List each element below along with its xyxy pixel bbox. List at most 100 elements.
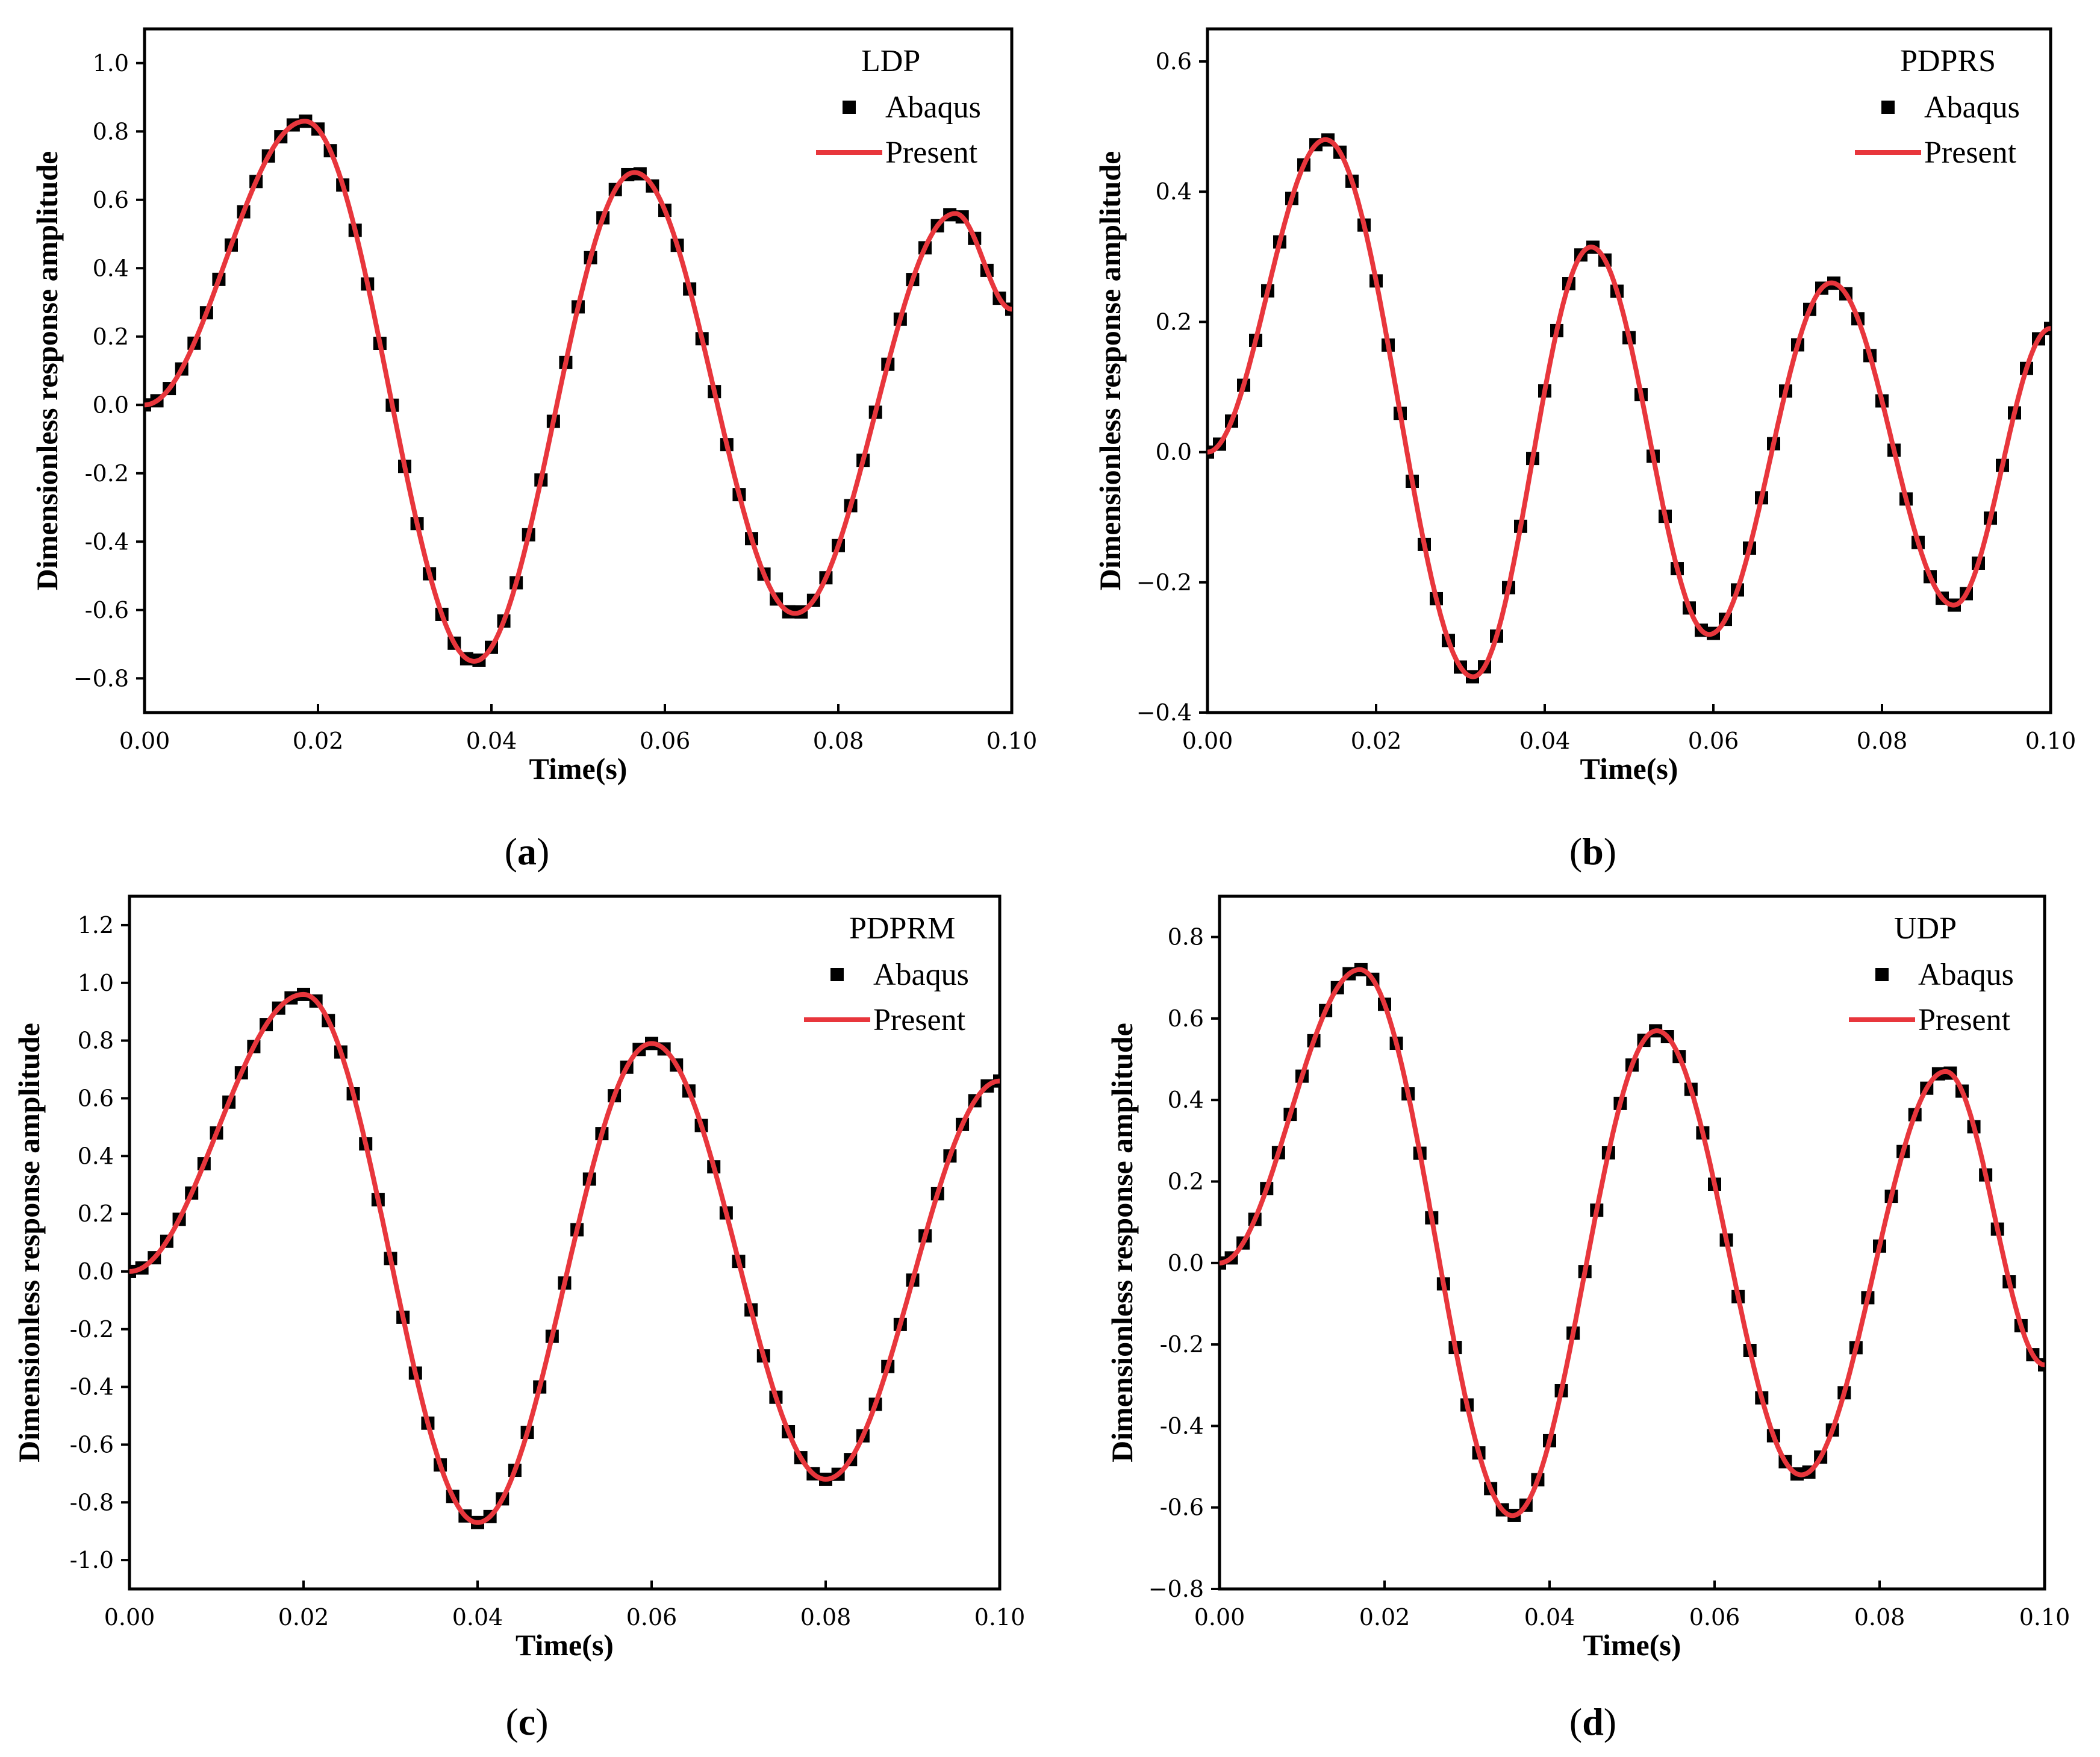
y-tick-label: 0.2: [78, 1200, 114, 1227]
series-abaqus-markers: [1207, 133, 2051, 684]
y-tick-label: 0.8: [1168, 924, 1204, 950]
y-tick-label: −0.2: [1136, 569, 1192, 596]
x-tick-label: 0.02: [1351, 728, 1402, 754]
y-axis-label: Dimensionless response amplitude: [1093, 151, 1127, 591]
y-tick-label: 0.4: [1156, 178, 1192, 205]
y-tick-label: 0.2: [1156, 308, 1192, 335]
x-tick-label: 0.00: [104, 1604, 155, 1631]
x-tick-label: 0.00: [1194, 1604, 1245, 1631]
legend-title: PDPRM: [849, 911, 955, 946]
y-tick-label: 0.0: [78, 1258, 114, 1285]
y-axis-label: Dimensionless response amplitude: [12, 1023, 46, 1462]
x-tick-label: 0.10: [2025, 728, 2077, 754]
y-tick-label: -0.6: [85, 597, 129, 623]
x-tick-label: 0.06: [640, 728, 691, 754]
plot-frame: [143, 27, 1014, 714]
y-tick-label: 1.2: [78, 912, 114, 938]
x-tick-label: 0.06: [1688, 728, 1739, 754]
legend-abaqus-marker: [1875, 968, 1889, 981]
x-axis-label: Time(s): [1583, 1628, 1681, 1662]
y-tick-label: 0.6: [1168, 1005, 1204, 1032]
caption-letter: d: [1582, 1700, 1604, 1743]
legend-present-label: Present: [873, 1003, 966, 1037]
x-tick-label: 0.08: [1854, 1604, 1905, 1631]
y-tick-label: 0.4: [1168, 1087, 1204, 1113]
x-tick-label: 0.00: [119, 728, 170, 754]
y-tick-label: -0.6: [1160, 1494, 1204, 1521]
panel-caption: (c): [505, 1700, 548, 1743]
series-abaqus-markers: [145, 114, 1012, 667]
x-tick-label: 0.10: [2019, 1604, 2070, 1631]
x-tick-label: 0.06: [1689, 1604, 1740, 1631]
x-tick-label: 0.02: [293, 728, 344, 754]
x-tick-label: 0.10: [974, 1604, 1026, 1631]
legend-title: PDPRS: [1900, 44, 1996, 78]
legend-abaqus-marker: [1881, 101, 1895, 114]
panel-caption: (b): [1569, 830, 1616, 873]
panel-c: 0.00 0.02 0.04 0.06 0.08 0.10 -1.0 -0.8 -0.6 -0.4…: [12, 894, 1026, 1743]
panel-d: 0.00 0.02 0.04 0.06 0.08 0.10 −0.8 -0.6 -0.4 -0.2…: [1105, 894, 2070, 1743]
y-tick-label: -0.4: [1160, 1412, 1204, 1439]
y-tick-label: -0.2: [70, 1316, 114, 1343]
y-tick-label: 0.0: [1168, 1250, 1204, 1276]
y-tick-label: -0.4: [85, 528, 129, 555]
x-axis-label: Time(s): [1580, 752, 1678, 785]
y-tick-label: -0.2: [1160, 1331, 1204, 1358]
x-tick-label: 0.02: [278, 1604, 329, 1631]
series-present-line: [145, 119, 1012, 664]
caption-letter: a: [517, 830, 537, 873]
y-tick-label: −0.8: [1148, 1576, 1204, 1602]
y-tick-label: −0.4: [1136, 699, 1192, 726]
caption-open-paren: (: [505, 1700, 518, 1743]
y-tick-label: 0.4: [78, 1143, 114, 1169]
x-tick-label: 0.04: [1519, 728, 1571, 754]
y-tick-label: 0.0: [1156, 439, 1192, 466]
legend: PDPRM Abaqus Present: [804, 911, 969, 1037]
y-tick-label: 1.0: [78, 970, 114, 996]
legend: UDP Abaqus Present: [1849, 911, 2014, 1037]
plot-frame: [1218, 894, 2046, 1591]
x-tick-label: 0.08: [800, 1604, 852, 1631]
y-tick-label: 1.0: [93, 50, 129, 76]
plot-area: [1220, 963, 2045, 1522]
legend-abaqus-marker: [830, 968, 844, 981]
x-tick-label: 0.10: [986, 728, 1038, 754]
legend-abaqus-label: Abaqus: [1918, 958, 2014, 992]
series-present-line: [1220, 967, 2045, 1518]
panel-caption: (a): [505, 830, 550, 873]
panel-a: 0.00 0.02 0.04 0.06 0.08 0.10 −0.8 -0.6 -0.4 -0.2…: [30, 27, 1038, 873]
legend-title: UDP: [1894, 911, 1957, 946]
legend-abaqus-label: Abaqus: [885, 90, 981, 125]
panel-caption: (d): [1569, 1700, 1616, 1743]
y-tick-label: -0.2: [85, 460, 129, 487]
y-tick-label: -0.6: [70, 1431, 114, 1458]
y-tick-label: -0.4: [70, 1374, 114, 1400]
caption-close-paren: ): [537, 830, 549, 873]
y-tick-label: 0.6: [1156, 48, 1192, 75]
legend-abaqus-marker: [843, 101, 856, 114]
y-tick-label: 0.4: [93, 255, 129, 281]
legend-present-label: Present: [1918, 1003, 2011, 1037]
series-present-line: [129, 991, 1000, 1525]
plot-frame: [1206, 27, 2052, 714]
x-tick-label: 0.00: [1182, 728, 1233, 754]
caption-open-paren: (: [505, 830, 517, 873]
x-tick-label: 0.08: [1857, 728, 1908, 754]
legend: PDPRS Abaqus Present: [1855, 44, 2020, 170]
legend: LDP Abaqus Present: [816, 44, 981, 170]
x-tick-label: 0.06: [626, 1604, 678, 1631]
y-tick-label: 0.8: [93, 118, 129, 145]
legend-title: LDP: [861, 44, 920, 78]
plot-area: [129, 987, 1000, 1529]
caption-close-paren: ): [535, 1700, 548, 1743]
y-tick-label: 0.0: [93, 392, 129, 418]
x-tick-label: 0.04: [452, 1604, 503, 1631]
x-tick-label: 0.02: [1359, 1604, 1410, 1631]
legend-abaqus-label: Abaqus: [1924, 90, 2020, 125]
caption-close-paren: ): [1604, 830, 1616, 873]
caption-letter: b: [1582, 830, 1604, 873]
y-tick-label: -1.0: [70, 1547, 114, 1573]
y-axis-label: Dimensionless response amplitude: [1105, 1023, 1139, 1462]
plot-area: [1207, 133, 2051, 684]
